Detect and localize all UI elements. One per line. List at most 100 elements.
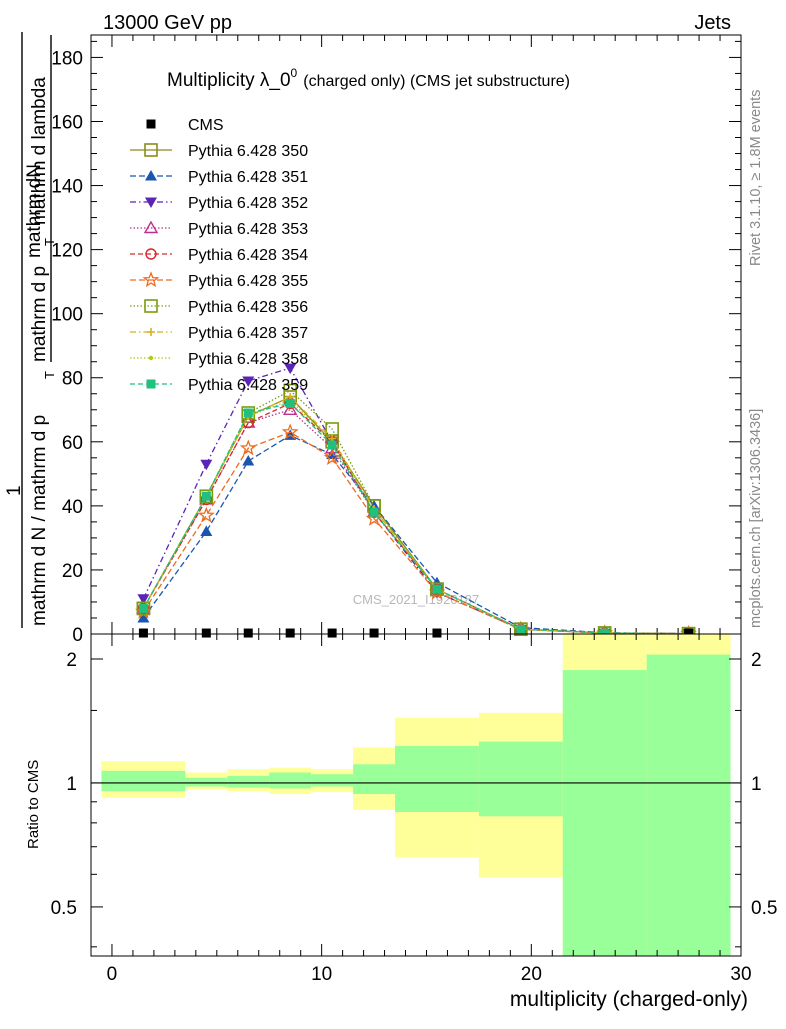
ratio-band-inner bbox=[269, 772, 312, 789]
series-line bbox=[142, 402, 689, 635]
lower-axes: 0.5 0.51 12 20 10 20 30 bbox=[51, 633, 777, 985]
ratio-ytick-label: 1 bbox=[66, 774, 77, 795]
series-point bbox=[137, 611, 150, 623]
series-point bbox=[281, 423, 299, 440]
legend-entry-1: Pythia 6.428 350 bbox=[130, 143, 308, 160]
ratio-band-inner bbox=[478, 741, 563, 817]
ylabel-den-bottom: mathrm d p bbox=[29, 266, 50, 362]
ratio-band-inner bbox=[227, 775, 270, 788]
series-point bbox=[199, 489, 214, 504]
legend-entry-9: Pythia 6.428 358 bbox=[130, 351, 308, 368]
ytick-label: 40 bbox=[62, 497, 83, 518]
series-point bbox=[197, 506, 215, 523]
upper-axes: 0 20 40 60 80 100 120 140 160 180 bbox=[51, 34, 742, 646]
legend-label: Pythia 6.428 353 bbox=[188, 221, 308, 238]
ratio-band-inner bbox=[395, 745, 479, 813]
legend-marker bbox=[145, 248, 157, 260]
legend-marker bbox=[146, 119, 156, 129]
lower-frame bbox=[90, 633, 742, 957]
legend-label: Pythia 6.428 352 bbox=[188, 195, 308, 212]
series-6 bbox=[135, 423, 697, 641]
ratio-band-inner bbox=[185, 777, 228, 787]
series-point bbox=[242, 455, 255, 466]
legend-marker bbox=[144, 143, 158, 157]
legend-entry-2: Pythia 6.428 351 bbox=[130, 169, 308, 186]
cms-point bbox=[432, 628, 442, 638]
series-point bbox=[369, 507, 379, 517]
ratio-bands-group bbox=[101, 634, 731, 956]
series-point bbox=[430, 582, 444, 596]
series-point bbox=[200, 525, 213, 536]
xtick-label: 20 bbox=[521, 964, 542, 985]
legend-label: Pythia 6.428 350 bbox=[188, 143, 308, 160]
legend-marker bbox=[147, 328, 155, 336]
plot-title-main: Multiplicity λ_0 bbox=[167, 70, 291, 91]
series-point bbox=[284, 363, 297, 375]
legend-entry-cms: CMS bbox=[146, 117, 224, 134]
ytick-label: 80 bbox=[62, 369, 83, 390]
legend-marker bbox=[148, 355, 154, 361]
legend-entry-6: Pythia 6.428 355 bbox=[130, 271, 308, 290]
xtick-label: 10 bbox=[311, 964, 332, 985]
series-point bbox=[136, 601, 151, 616]
series-line bbox=[142, 431, 689, 635]
plot-title: Multiplicity λ_00 (charged only) (CMS jet… bbox=[167, 66, 570, 91]
header-left: 13000 GeV pp bbox=[103, 12, 232, 34]
ytick-label: 0 bbox=[72, 625, 83, 646]
series-point bbox=[323, 448, 341, 465]
mcplots-label: mcplots.cern.ch [arXiv:1306.3436] bbox=[748, 409, 764, 628]
series-point bbox=[137, 594, 150, 605]
series-point bbox=[200, 459, 213, 471]
ratio-band-inner bbox=[101, 770, 186, 792]
series-point bbox=[239, 439, 257, 456]
legend-marker bbox=[142, 271, 160, 288]
ylabel-numerator: mathrm dN bbox=[24, 164, 45, 258]
series-point bbox=[138, 603, 148, 613]
legend-marker bbox=[143, 220, 159, 234]
cms-point bbox=[369, 628, 379, 638]
series-point bbox=[516, 624, 526, 634]
legend-label: Pythia 6.428 359 bbox=[188, 377, 308, 394]
series-line bbox=[142, 389, 689, 635]
ylabel-den-sub: T bbox=[42, 238, 57, 246]
ytick-label: 100 bbox=[51, 305, 83, 326]
legend-label: Pythia 6.428 357 bbox=[188, 325, 308, 342]
legend-marker bbox=[145, 170, 157, 181]
legend-label: Pythia 6.428 354 bbox=[188, 247, 308, 264]
xtick-label: 0 bbox=[107, 964, 118, 985]
series-line bbox=[142, 396, 689, 635]
series-point bbox=[201, 491, 211, 501]
cms-point bbox=[327, 628, 337, 638]
ratio-ytick-label-right: 1 bbox=[751, 774, 762, 795]
ytick-label: 120 bbox=[51, 241, 83, 262]
ratio-band-inner bbox=[646, 654, 731, 956]
ratio-ytick-label: 2 bbox=[66, 650, 77, 671]
legend-label: Pythia 6.428 351 bbox=[188, 169, 308, 186]
xtick-label: 30 bbox=[730, 964, 751, 985]
cms-point bbox=[138, 628, 148, 638]
legend-entry-10: Pythia 6.428 359 bbox=[130, 377, 308, 394]
ytick-label: 60 bbox=[62, 433, 83, 454]
ratio-band-inner bbox=[311, 774, 354, 787]
legend: CMS Pythia 6.428 350 Pythia 6.428 351 Pythi… bbox=[130, 117, 308, 394]
ylabel-lower-sub: T bbox=[42, 371, 57, 379]
legend-entry-3: Pythia 6.428 352 bbox=[130, 195, 308, 212]
series-point bbox=[285, 398, 295, 408]
ratio-band-inner bbox=[353, 764, 396, 795]
ylabel-one: 1 bbox=[4, 485, 25, 496]
legend-entry-5: Pythia 6.428 354 bbox=[130, 247, 308, 264]
ratio-ytick-label: 0.5 bbox=[51, 898, 77, 919]
cms-reference-group bbox=[138, 628, 694, 638]
legend-label: Pythia 6.428 355 bbox=[188, 273, 308, 290]
header-right: Jets bbox=[694, 12, 731, 34]
upper-ylabel: mathrm dN mathrm d p T mathrm d lambda 1… bbox=[4, 32, 57, 628]
cms-point bbox=[285, 628, 295, 638]
ylabel-lower-main: mathrm d N / mathrm d p bbox=[29, 415, 50, 626]
legend-label: CMS bbox=[188, 117, 224, 134]
legend-marker bbox=[146, 379, 156, 389]
series-point bbox=[327, 440, 337, 450]
series-point bbox=[600, 628, 610, 638]
ylabel-den-top: mathrm d lambda bbox=[29, 77, 50, 225]
